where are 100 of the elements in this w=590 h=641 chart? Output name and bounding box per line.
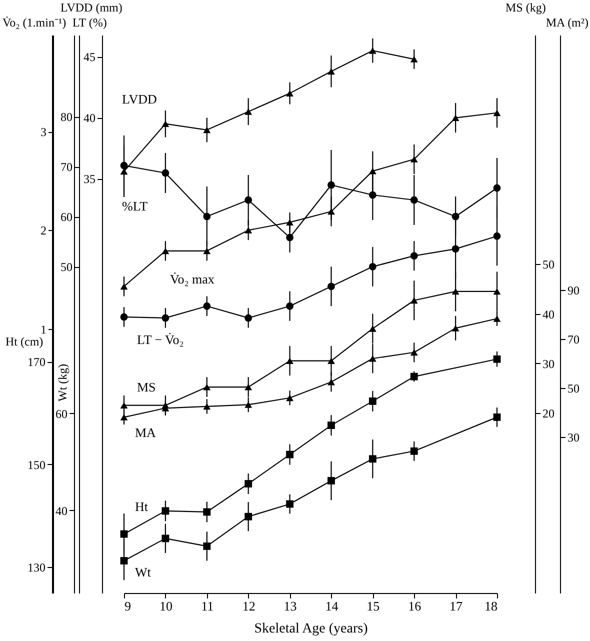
y2-tick-label: 70 [60, 160, 72, 174]
point [203, 212, 211, 220]
point [452, 114, 460, 122]
point [244, 196, 252, 204]
point [452, 324, 460, 332]
point [162, 507, 170, 515]
y-tick-label: 170 [28, 355, 46, 370]
point [493, 288, 501, 295]
y2-tick-label: 60 [56, 406, 68, 421]
series-label: MS [137, 379, 156, 394]
point [203, 384, 211, 390]
y3-tick-label: 35 [84, 172, 96, 186]
point [328, 208, 335, 215]
point [410, 56, 418, 62]
point [162, 314, 170, 322]
point [452, 288, 460, 295]
point [328, 282, 335, 290]
y2-tick-label: 80 [60, 110, 72, 124]
point [120, 162, 128, 170]
x-axis-title: Skeletal Age (years) [254, 622, 368, 636]
point [328, 358, 335, 364]
point [286, 500, 294, 508]
point [328, 181, 335, 189]
y3-tick-label: 40 [84, 111, 96, 126]
point [368, 47, 376, 54]
point [410, 372, 418, 380]
x-tick-label: 13 [284, 598, 297, 614]
x-tick-label: 18 [484, 598, 498, 614]
point [162, 169, 170, 177]
point [493, 110, 501, 116]
y-tick-label: 3 [40, 125, 46, 140]
point [368, 455, 376, 463]
y2-axis-title: Wt (kg) [56, 364, 70, 402]
y-tick-label: 130 [28, 560, 46, 574]
point [493, 232, 501, 240]
y-tick-label: 40 [542, 307, 554, 322]
point [120, 313, 128, 321]
point [452, 245, 460, 253]
x-tick-label: 9 [124, 598, 131, 614]
series-label: Wt [135, 564, 152, 580]
point [120, 283, 128, 290]
point [244, 108, 252, 115]
point [203, 508, 211, 516]
x-tick-label: 14 [325, 598, 339, 614]
y-tick-label: 30 [542, 356, 554, 371]
point [410, 252, 418, 260]
series-label: LVDD [122, 91, 157, 106]
point [328, 378, 335, 386]
point [203, 403, 211, 410]
point [328, 68, 335, 75]
point [410, 297, 418, 304]
y2-axis-title: MA (m²) [546, 16, 588, 30]
y2-tick-label: 50 [60, 260, 72, 274]
y-tick-label: 2 [40, 224, 46, 238]
point [493, 315, 501, 322]
point [203, 248, 211, 254]
point [493, 413, 501, 421]
point [286, 90, 294, 97]
y-tick-label: 150 [28, 458, 46, 472]
point [203, 126, 211, 134]
x-tick-label: 10 [159, 598, 172, 614]
point [368, 355, 376, 362]
point [493, 184, 501, 192]
point [410, 447, 418, 455]
point [286, 450, 294, 458]
point [120, 557, 128, 564]
point [244, 480, 252, 488]
point [203, 542, 211, 550]
text: %LT [122, 198, 148, 214]
point [368, 262, 376, 270]
x-tick-label: 17 [450, 598, 464, 614]
point [452, 212, 460, 220]
point [286, 219, 294, 226]
point [368, 325, 376, 332]
point [368, 397, 376, 405]
x-tick-label: 11 [201, 598, 214, 614]
x-tick-label: 16 [408, 598, 422, 614]
point [120, 402, 128, 409]
point [410, 156, 418, 162]
point [244, 314, 252, 322]
point [120, 414, 128, 420]
point [328, 477, 335, 484]
point [328, 422, 335, 429]
point [244, 226, 252, 234]
point [244, 512, 252, 520]
series-label: V̇o₂ max [170, 271, 215, 286]
y2-tick-label: 70 [568, 332, 580, 346]
y-tick-label: 50 [542, 258, 554, 272]
point [286, 358, 294, 364]
point [162, 120, 170, 128]
point [162, 534, 170, 542]
point [410, 349, 418, 356]
y2-axis-title: LT (%) [72, 16, 107, 30]
y2-tick-label: 40 [56, 504, 68, 518]
point [286, 394, 294, 402]
y-tick-label: 20 [542, 406, 554, 420]
y-axis-title: MS (kg) [506, 0, 546, 14]
y2-tick-label: 60 [60, 210, 72, 224]
series-label: MA [135, 425, 157, 440]
x-tick-label: 15 [366, 598, 380, 614]
